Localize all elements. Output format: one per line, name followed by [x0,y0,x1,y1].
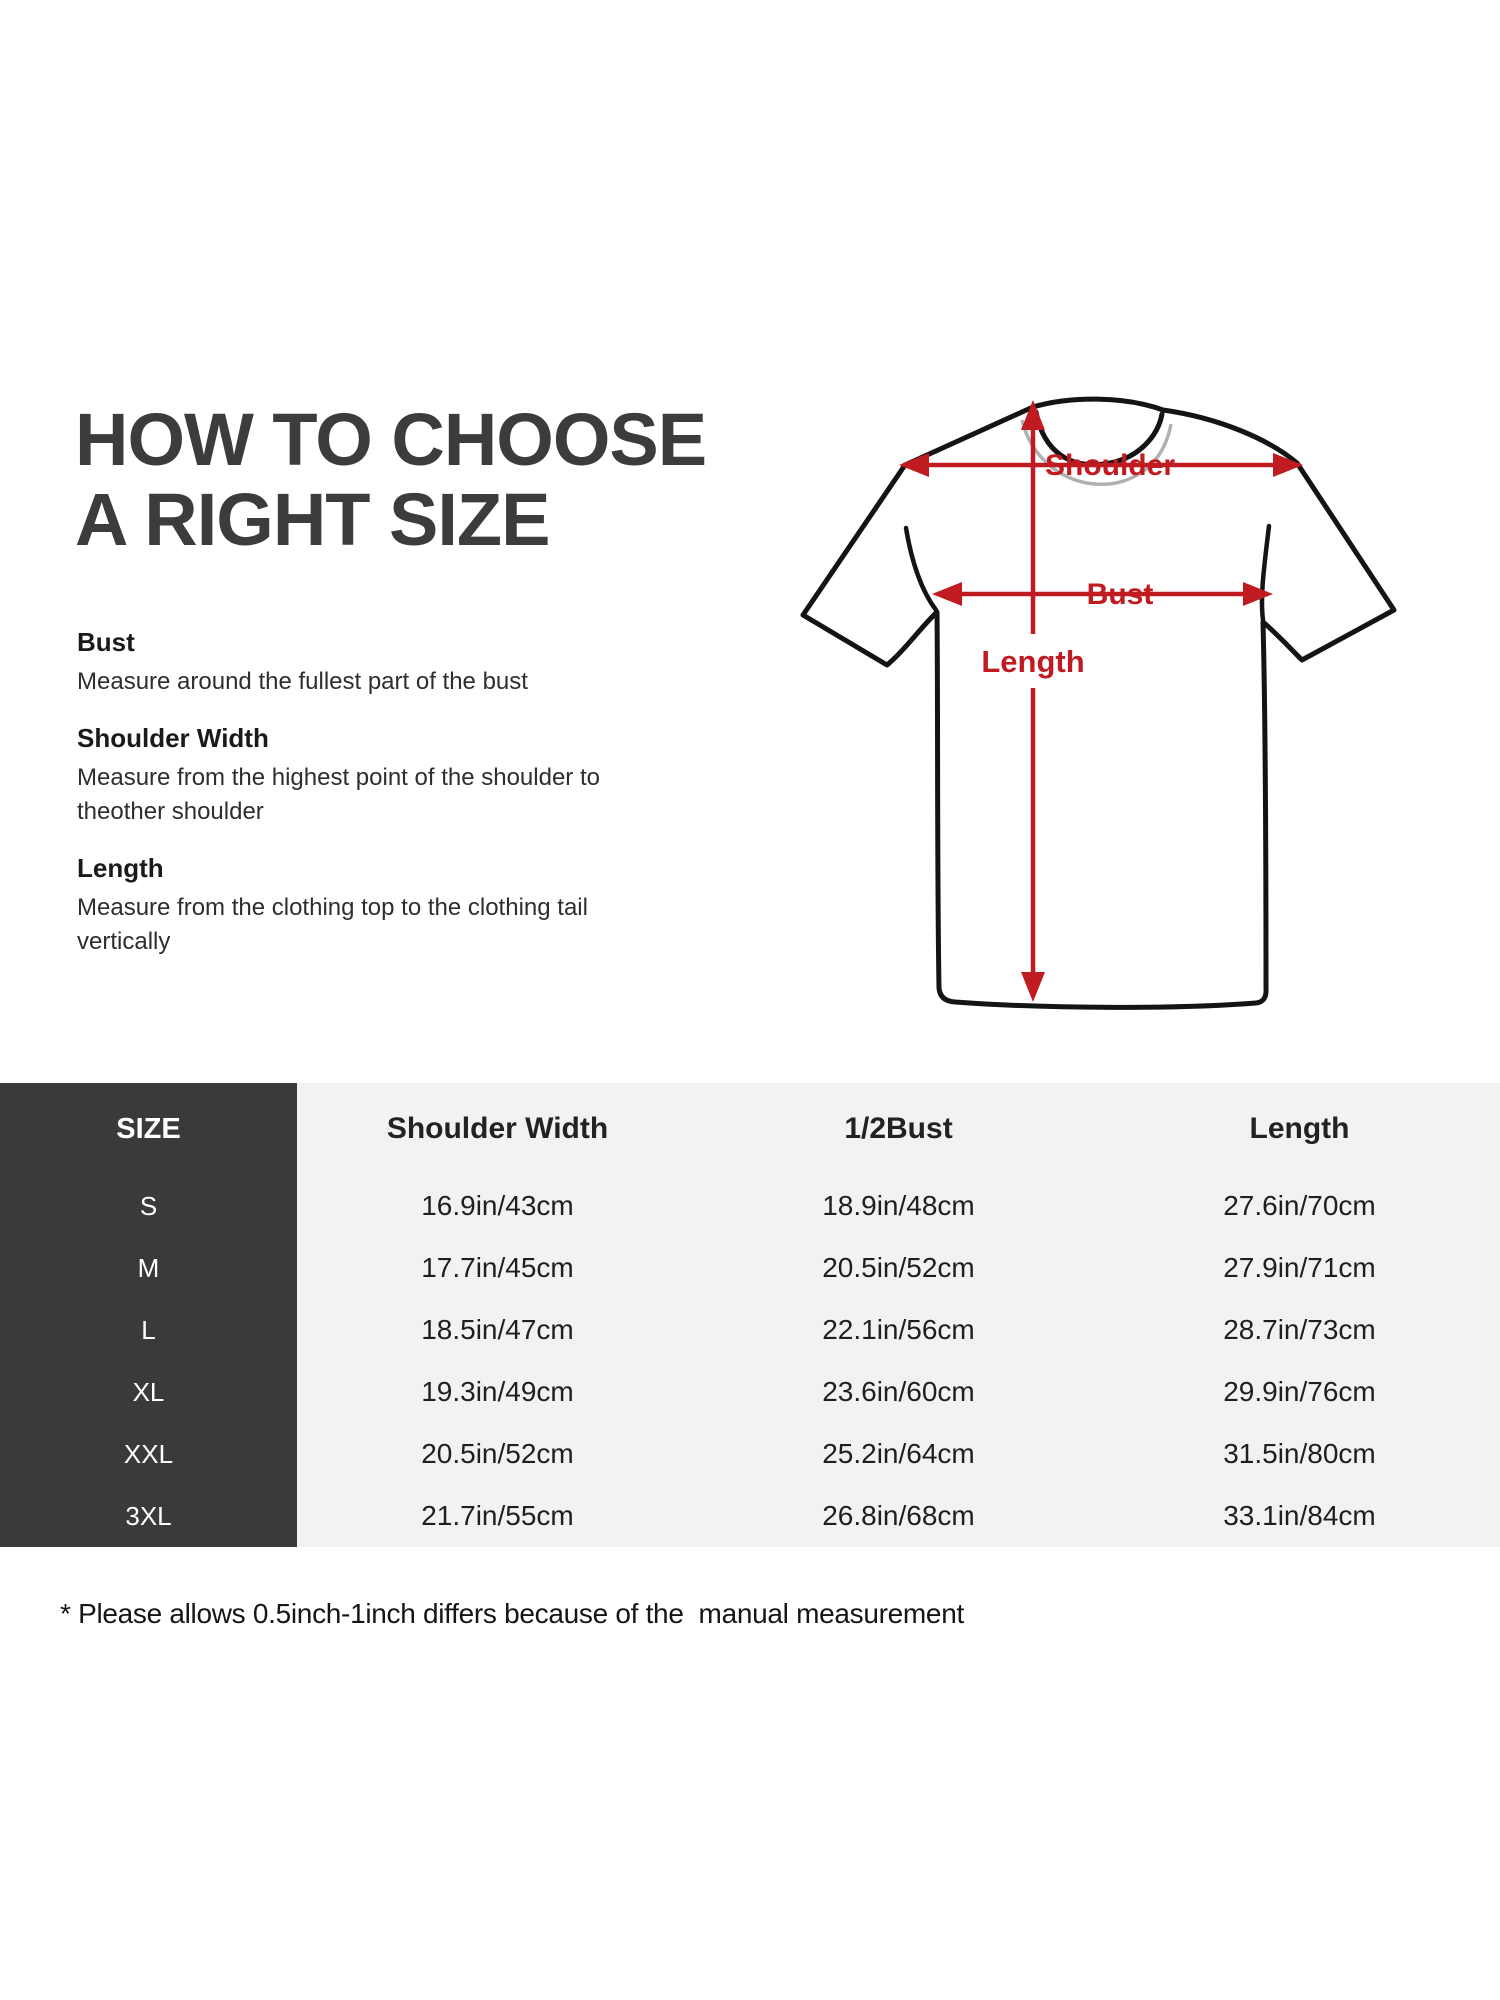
length-arrow-label: Length [981,644,1084,679]
size-row-shoulder-width: 17.7in/45cm [421,1252,574,1283]
guide-body-shoulder-width: Measure from the highest point of the sh… [77,764,600,825]
page-title-line2: A RIGHT SIZE [75,478,551,561]
guide-body-bust: Measure around the fullest part of the b… [77,668,528,695]
guide-body-length: Measure from the clothing top to the clo… [77,894,588,955]
size-row-length: 27.9in/71cm [1223,1252,1376,1283]
size-table-header-shoulder-width: Shoulder Width [386,1112,609,1145]
bust-arrow-label: Bust [1087,578,1154,611]
guide-section-bust: Bust Measure around the fullest part of … [77,625,612,699]
left-sleeve-seam [903,525,939,613]
size-table: SIZE Shoulder Width 1/2Bust Length S 16.… [0,1083,1500,1547]
size-row-length: 33.1in/84cm [1223,1500,1376,1531]
size-row-label: S [0,1175,297,1237]
measurement-guide: Bust Measure around the fullest part of … [77,625,612,959]
page-title: HOW TO CHOOSE A RIGHT SIZE [75,398,707,561]
size-row-length: 28.7in/73cm [1223,1314,1376,1345]
tshirt-measurement-diagram: Shoulder Bust Length [620,370,1500,1030]
size-row-label: XXL [0,1423,297,1485]
tshirt-outline [800,396,1397,1010]
shoulder-arrow [899,453,1303,477]
size-row-shoulder-width: 21.7in/55cm [421,1500,574,1531]
size-row-length: 27.6in/70cm [1223,1190,1376,1221]
size-row-half-bust: 18.9in/48cm [822,1190,975,1221]
size-table-header-half-bust: 1/2Bust [844,1112,953,1145]
size-row-length: 31.5in/80cm [1223,1438,1376,1469]
size-row-half-bust: 23.6in/60cm [822,1376,975,1407]
right-sleeve-seam [1259,523,1272,623]
guide-heading-bust: Bust [77,627,135,657]
size-row-label: 3XL [0,1485,297,1547]
shoulder-arrow-label: Shoulder [1045,449,1175,482]
guide-section-shoulder-width: Shoulder Width Measure from the highest … [77,721,612,829]
length-arrow [1021,400,1045,1002]
size-row-label: L [0,1299,297,1361]
tshirt-diagram-svg: Shoulder Bust Length [800,396,1397,1010]
size-row-shoulder-width: 18.5in/47cm [421,1314,574,1345]
guide-section-length: Length Measure from the clothing top to … [77,851,612,959]
size-table-header-length: Length [1249,1112,1350,1145]
size-row-label: M [0,1237,297,1299]
size-row-half-bust: 20.5in/52cm [822,1252,975,1283]
guide-heading-length: Length [77,853,164,883]
size-row-shoulder-width: 19.3in/49cm [421,1376,574,1407]
size-row-shoulder-width: 16.9in/43cm [421,1190,574,1221]
size-row-length: 29.9in/76cm [1223,1376,1376,1407]
page-title-line1: HOW TO CHOOSE [75,398,707,481]
size-row-label: XL [0,1361,297,1423]
measurement-disclaimer: * Please allows 0.5inch-1inch differs be… [60,1598,964,1629]
bust-arrow [932,582,1273,606]
guide-heading-shoulder-width: Shoulder Width [77,723,269,753]
size-row-shoulder-width: 20.5in/52cm [421,1438,574,1469]
size-row-half-bust: 22.1in/56cm [822,1314,975,1345]
size-row-half-bust: 26.8in/68cm [822,1500,975,1531]
size-row-half-bust: 25.2in/64cm [822,1438,975,1469]
size-table-header-size: SIZE [0,1083,297,1175]
